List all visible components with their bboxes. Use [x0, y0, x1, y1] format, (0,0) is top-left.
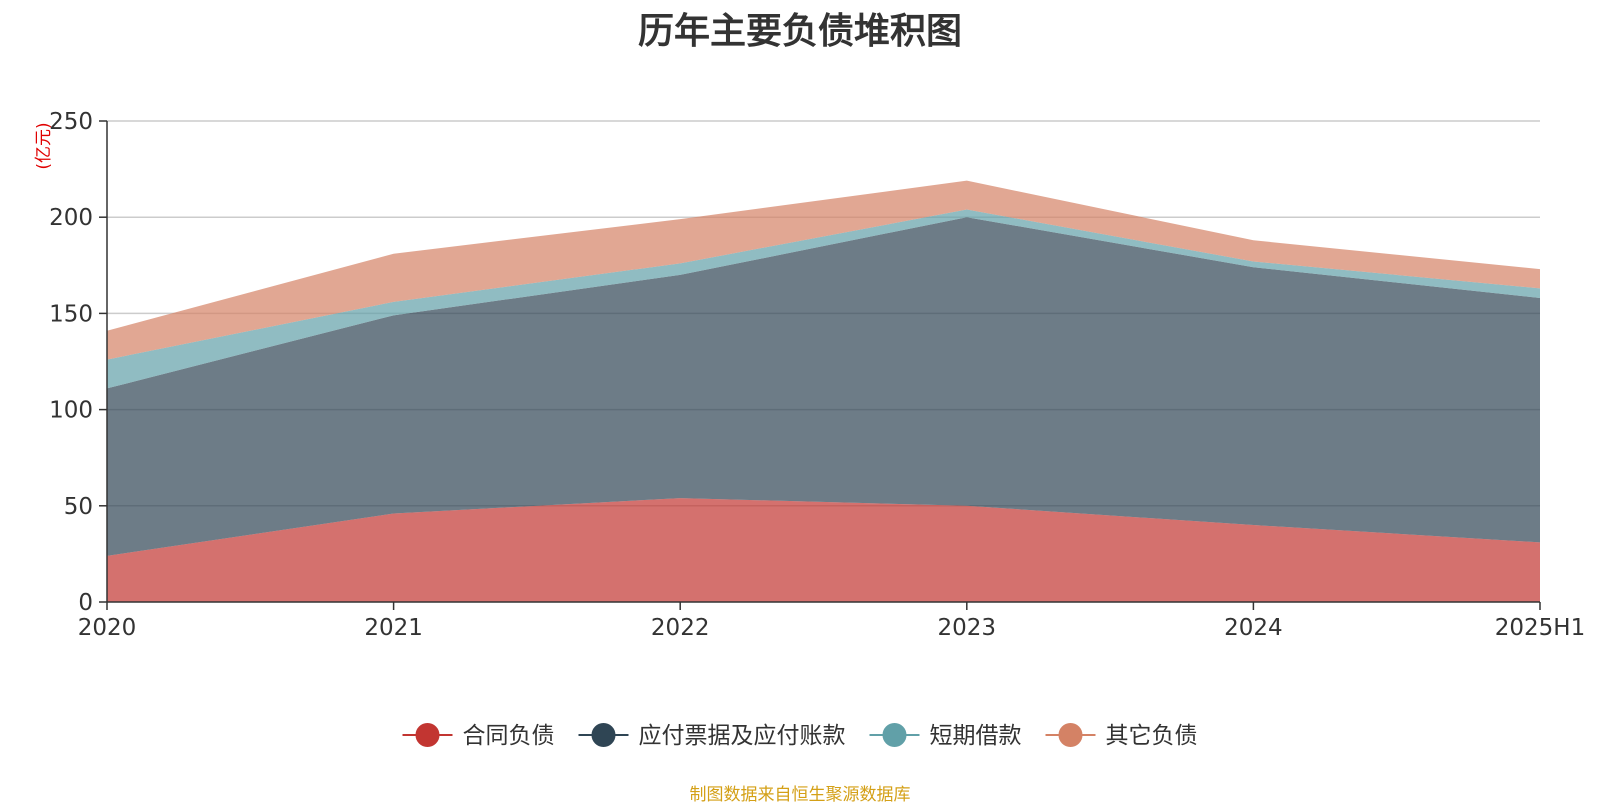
y-tick-label: 150	[49, 301, 93, 327]
legend: 合同负债 应付票据及应付账款 短期借款 其它负债	[402, 723, 1198, 749]
source-note: 制图数据来自恒生聚源数据库	[689, 785, 911, 805]
area-series-4	[107, 180, 1540, 360]
x-tick-label: 2020	[78, 615, 137, 641]
x-tick-label: 2022	[651, 615, 710, 641]
legend-label: 其它负债	[1106, 723, 1198, 749]
y-tick-label: 0	[78, 590, 93, 616]
area-series-1	[107, 498, 1540, 602]
y-tick-label: 200	[49, 205, 93, 231]
legend-label: 应付票据及应付账款	[639, 723, 846, 749]
area-series-3	[107, 209, 1540, 389]
axes: 0 50 100 150 200 250 2020 2021 2022 2023 2024 2025H…	[49, 109, 1585, 641]
legend-label: 合同负债	[463, 723, 555, 749]
area-series-2	[107, 217, 1540, 556]
legend-marker	[1058, 723, 1083, 747]
legend-marker	[882, 723, 907, 747]
legend-item-3[interactable]: 短期借款	[869, 723, 1022, 749]
legend-label: 短期借款	[930, 723, 1022, 749]
legend-item-2[interactable]: 应付票据及应付账款	[578, 723, 846, 749]
x-tick-label: 2025H1	[1495, 615, 1585, 641]
area-series	[107, 180, 1540, 602]
x-tick-label: 2021	[364, 615, 423, 641]
legend-marker	[591, 723, 616, 747]
y-tick-label: 250	[49, 109, 93, 135]
y-axis-unit-label: (亿元)	[34, 122, 54, 169]
legend-marker	[415, 723, 440, 747]
y-tick-label: 100	[49, 398, 93, 424]
chart-title: 历年主要负债堆积图	[637, 11, 962, 52]
x-tick-label: 2023	[938, 615, 997, 641]
legend-item-4[interactable]: 其它负债	[1045, 723, 1198, 749]
legend-item-1[interactable]: 合同负债	[402, 723, 555, 749]
y-tick-label: 50	[64, 494, 93, 520]
x-tick-label: 2024	[1224, 615, 1283, 641]
